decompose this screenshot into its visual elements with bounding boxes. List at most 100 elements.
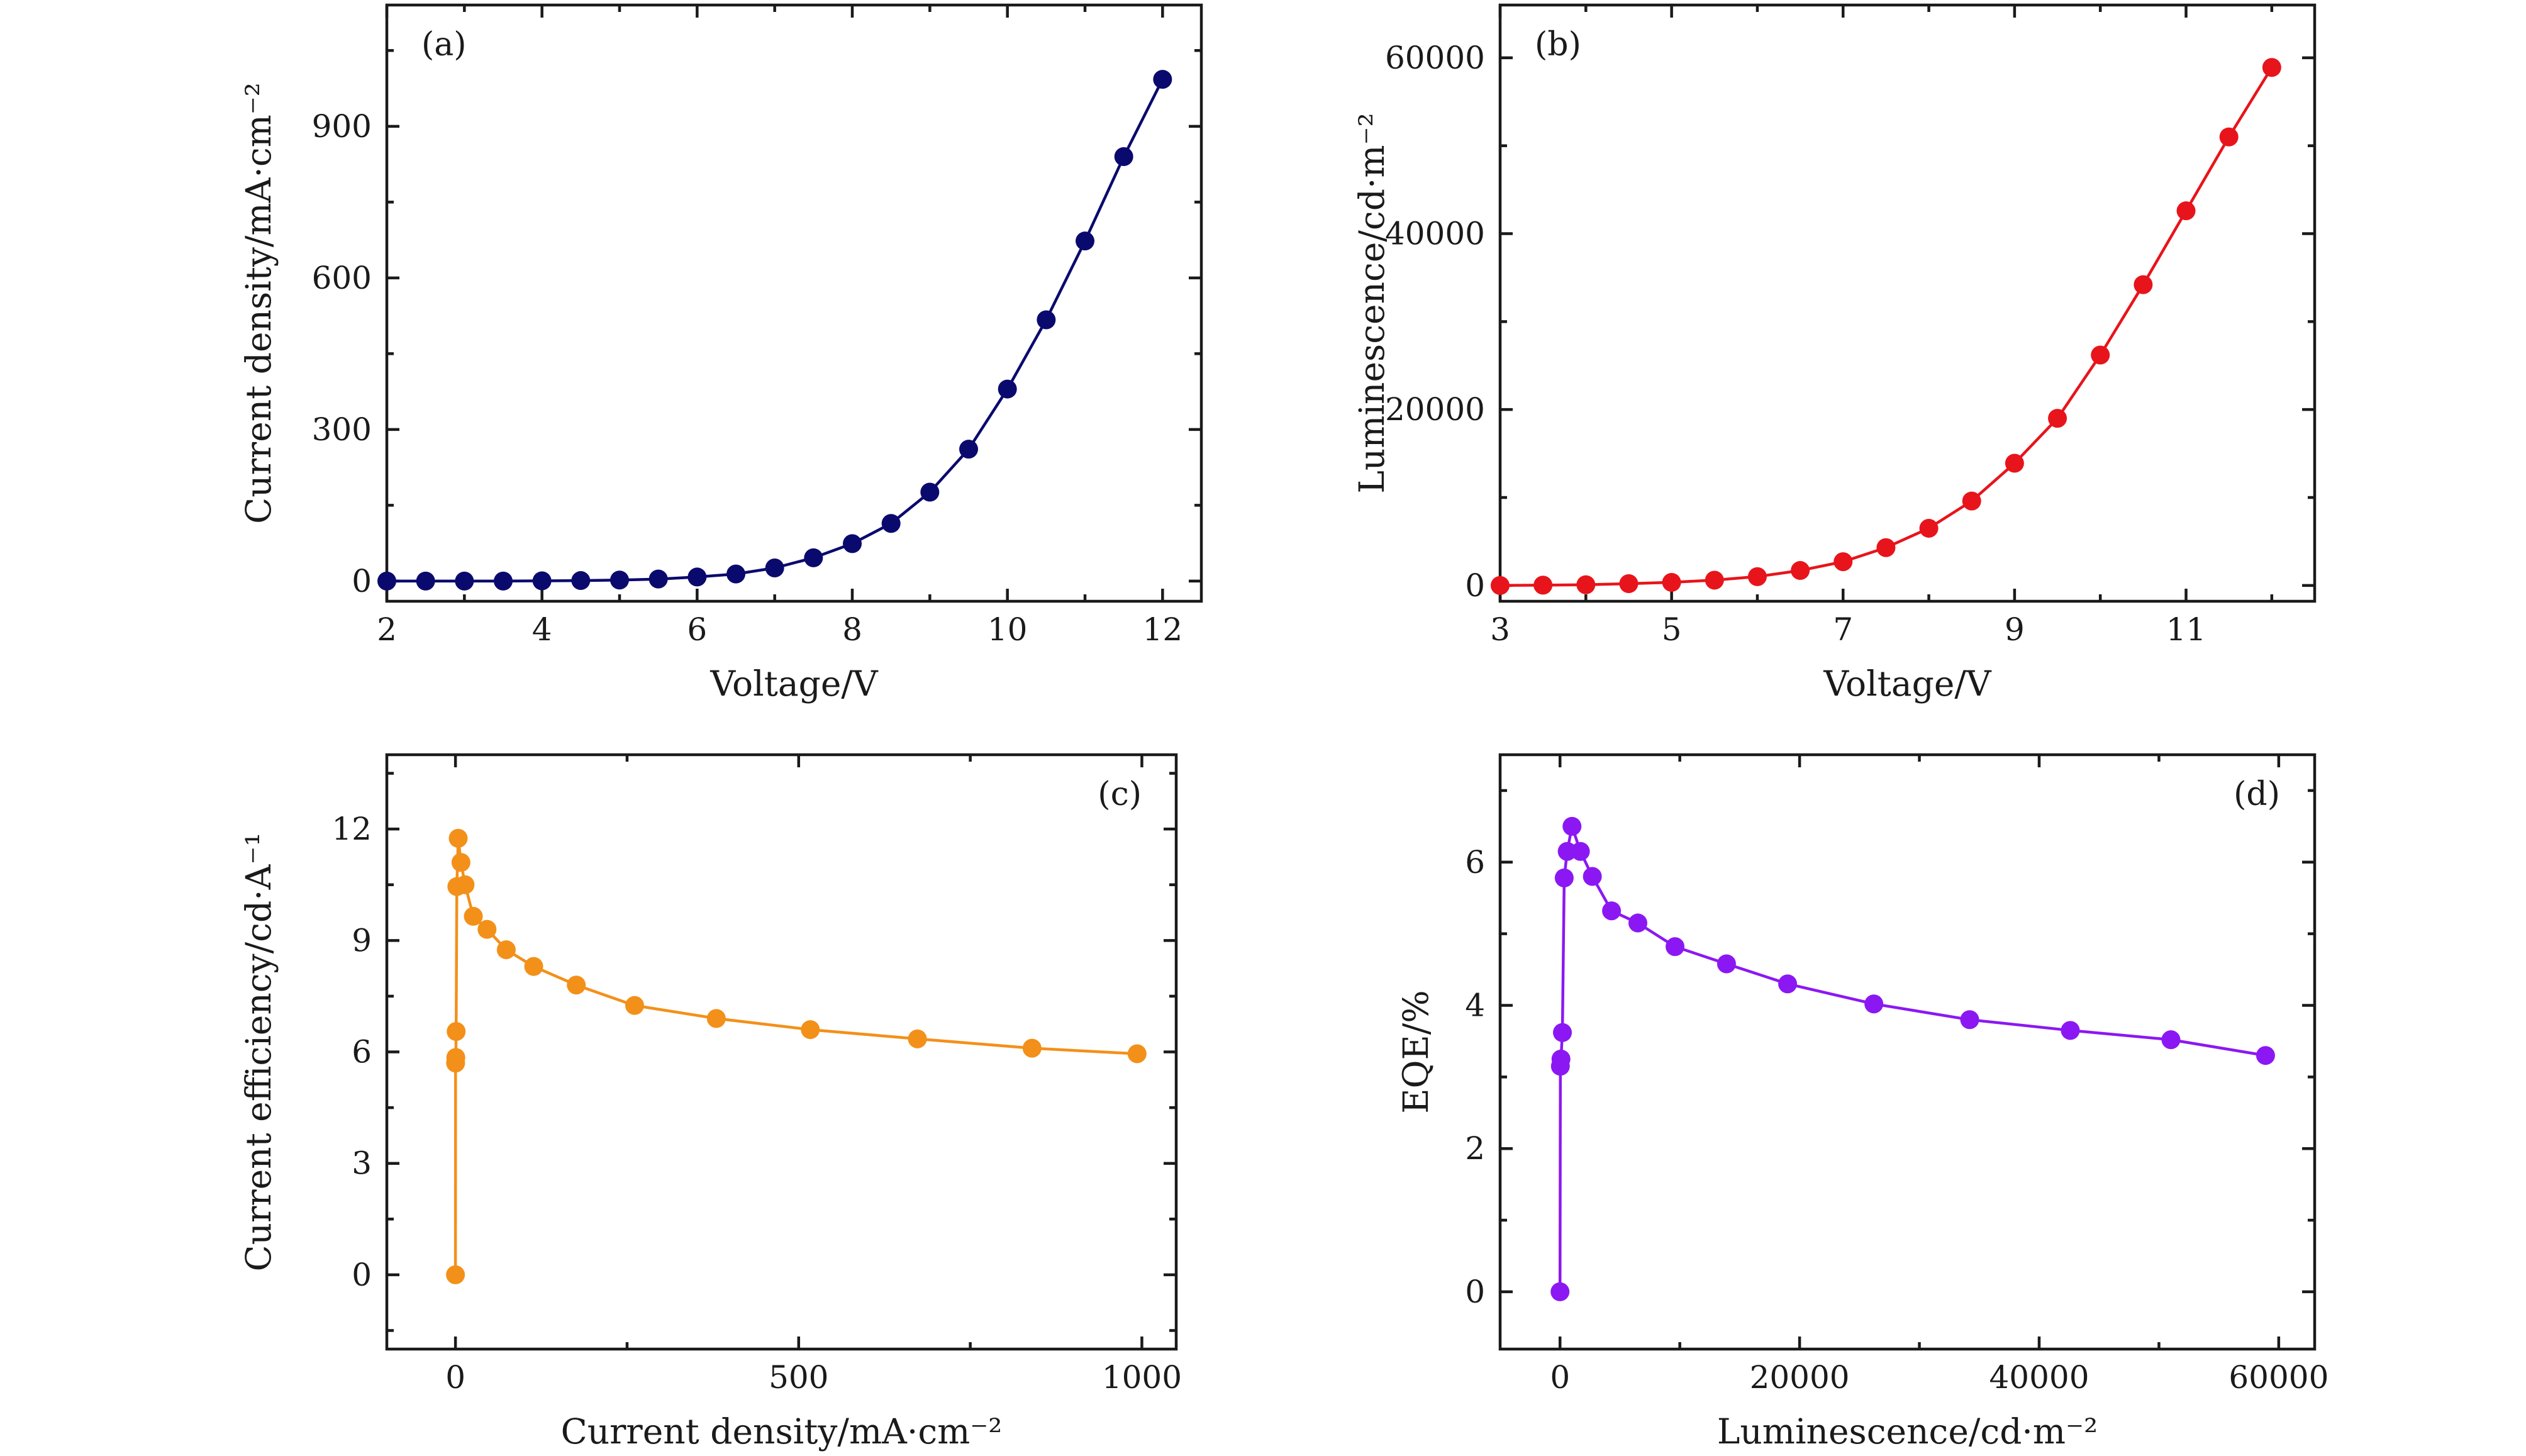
data-point (455, 875, 475, 894)
x-tick-label: 10 (988, 611, 1028, 648)
data-point (532, 571, 552, 591)
x-axis-title: Luminescence/cd·m⁻² (1717, 1411, 2098, 1452)
data-point (1557, 842, 1577, 861)
y-tick-label: 0 (1465, 1274, 1485, 1310)
panel-label: (c) (1098, 775, 1142, 813)
data-point (1778, 974, 1798, 994)
data-point (1833, 552, 1853, 572)
data-point (1562, 816, 1582, 836)
data-point (1791, 561, 1810, 581)
data-point (920, 482, 940, 502)
x-tick-label: 7 (1833, 611, 1853, 648)
plot-frame (385, 753, 1178, 1351)
y-tick-label: 600 (312, 260, 372, 296)
data-point (477, 920, 497, 939)
y-tick-label: 6 (352, 1034, 372, 1070)
data-point (1554, 868, 1574, 887)
data-point (1037, 310, 1056, 330)
data-point (455, 571, 474, 591)
data-point (446, 1265, 465, 1284)
x-tick-label: 2 (377, 611, 397, 648)
x-tick-label: 500 (769, 1359, 828, 1396)
data-point (524, 957, 543, 976)
y-tick-label: 0 (352, 563, 372, 599)
data-point (687, 567, 707, 587)
x-tick-label: 8 (842, 611, 862, 648)
y-tick-label: 60000 (1385, 40, 1485, 76)
data-point (2061, 1021, 2080, 1040)
data-point (377, 571, 396, 591)
x-tick-label: 0 (1550, 1359, 1570, 1396)
data-point (648, 569, 668, 589)
data-point (881, 514, 901, 533)
data-point (1491, 575, 1510, 595)
data-point (959, 440, 978, 459)
y-tick-label: 4 (1465, 987, 1485, 1023)
data-point (2134, 275, 2153, 294)
panel-a: 2 4 6 8 10 12 0 300 600 900 Voltage/V Current densi… (238, 3, 1203, 704)
data-point (1662, 572, 1681, 592)
data-point (464, 906, 483, 926)
series-line (1558, 825, 2266, 1292)
x-tick-label: 6 (687, 611, 707, 648)
data-point (765, 558, 784, 577)
data-point (1919, 518, 1939, 538)
data-point (706, 1009, 726, 1028)
data-point (1747, 567, 1767, 586)
data-point (1628, 913, 1648, 933)
data-point (571, 571, 591, 591)
x-tick-label: 5 (1662, 611, 1682, 648)
data-point (1716, 954, 1736, 974)
x-tick-label: 60000 (2228, 1359, 2328, 1396)
data-point (726, 564, 745, 584)
data-point (1153, 70, 1172, 89)
x-tick-label: 12 (1143, 611, 1183, 648)
panel-d: 0 20000 40000 60000 0 2 4 6 Luminescence/cd·m⁻² E… (1396, 753, 2328, 1452)
y-tick-label: 9 (352, 922, 372, 959)
x-axis-title: Voltage/V (709, 664, 879, 704)
x-tick-label: 40000 (1989, 1359, 2089, 1396)
x-tick-label: 3 (1490, 611, 1510, 648)
data-point (1619, 574, 1639, 594)
x-tick-label: 11 (2166, 611, 2206, 648)
y-axis-title: Current density/mA·cm⁻² (238, 82, 279, 524)
data-point (1571, 842, 1590, 861)
y-tick-label: 12 (331, 811, 372, 847)
data-point (2262, 58, 2281, 77)
y-tick-label: 40000 (1385, 216, 1485, 252)
panel-b: 3 5 7 9 11 0 20000 40000 60000 Voltage/V Luminesce… (1352, 3, 2317, 704)
data-point (1864, 994, 1884, 1014)
data-point (567, 975, 586, 995)
data-point (451, 853, 470, 872)
panel-label: (a) (421, 26, 467, 64)
x-tick-label: 4 (532, 611, 552, 648)
data-point (1551, 1049, 1571, 1069)
data-point (1666, 937, 1685, 957)
data-point (2219, 127, 2239, 147)
data-point (446, 1048, 465, 1067)
data-point (496, 940, 516, 960)
data-point (1576, 575, 1596, 594)
data-point (2005, 453, 2024, 473)
data-point (494, 571, 513, 591)
data-point (1022, 1038, 1042, 1058)
data-point (1876, 538, 1896, 557)
y-tick-label: 2 (1465, 1130, 1485, 1167)
plot-frame (385, 3, 1203, 603)
y-axis-title: Current efficiency/cd·A⁻¹ (238, 833, 279, 1272)
y-tick-label: 300 (312, 411, 372, 448)
data-point (998, 379, 1017, 399)
data-point (1962, 491, 1981, 511)
data-point (416, 571, 435, 591)
y-tick-label: 900 (312, 108, 372, 145)
data-point (2161, 1030, 2181, 1050)
data-point (1076, 231, 1094, 251)
data-point (625, 996, 644, 1015)
y-axis-title: EQE/% (1396, 990, 1436, 1113)
data-point (2091, 345, 2110, 365)
data-point (1533, 575, 1553, 595)
data-point (1960, 1010, 1979, 1030)
panel-label: (d) (2234, 775, 2280, 813)
y-tick-label: 6 (1465, 844, 1485, 881)
